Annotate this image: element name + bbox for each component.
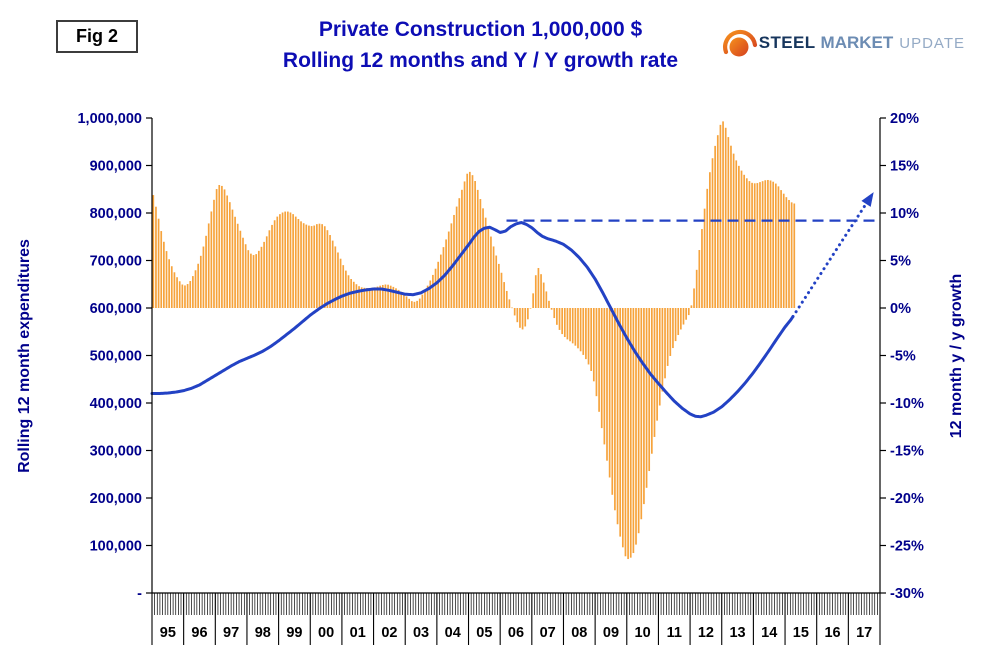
year-label: 96 [191,625,207,641]
left-tick-label: 500,000 [90,349,142,365]
right-tick-label: -10% [890,396,924,412]
left-tick-label: 700,000 [90,254,142,270]
left-tick-label: 900,000 [90,159,142,175]
right-tick-label: 20% [890,111,919,127]
growth-bars [152,121,796,560]
smu-swoosh-icon [722,29,757,57]
year-label: 05 [476,625,492,641]
projection-arrow-head [861,192,874,207]
year-label: 00 [318,625,334,641]
year-label: 04 [445,625,461,641]
logo-steel-text: STEEL [758,33,816,52]
left-tick-label: 100,000 [90,539,142,555]
left-tick-label: 300,000 [90,444,142,460]
year-label: 98 [255,625,271,641]
year-label: 14 [761,625,777,641]
year-label: 02 [381,625,397,641]
year-label: 16 [824,625,840,641]
year-label: 03 [413,625,429,641]
x-axis: 95 96 97 98 99 00 01 02 03 04 05 06 07 08 09 10 11 12 13 14… [151,593,881,645]
left-tick-label: - [137,586,142,602]
year-label: 97 [223,625,239,641]
right-tick-label: 15% [890,159,919,175]
year-label: 06 [508,625,524,641]
right-tick-label: -20% [890,491,924,507]
year-label: 99 [286,625,302,641]
year-label: 17 [856,625,872,641]
left-tick-label: 1,000,000 [77,111,142,127]
smu-logo: STEEL MARKET UPDATE [722,22,965,64]
projection-arrow-line [791,199,870,319]
right-tick-label: -30% [890,586,924,602]
right-tick-label: -25% [890,539,924,555]
right-axis: -30% -25% -20% -15% -10% -5% 0% 5% 10% 15% 20% [880,111,924,602]
year-label: 01 [350,625,366,641]
left-tick-label: 600,000 [90,301,142,317]
year-label: 13 [729,625,745,641]
chart-title: Private Construction 1,000,000 $ Rolling… [190,14,771,76]
year-label: 95 [160,625,176,641]
figure-label: Fig 2 [56,20,139,53]
right-tick-label: 5% [890,254,911,270]
year-label: 11 [667,625,682,641]
logo-update-text: UPDATE [899,34,965,52]
year-label: 09 [603,625,619,641]
right-tick-label: -15% [890,444,924,460]
year-label: 15 [793,625,809,641]
left-tick-label: 200,000 [90,491,142,507]
year-label: 12 [698,625,714,641]
expenditures-line [150,221,795,419]
year-label: 07 [540,625,556,641]
chart-title-line2: Rolling 12 months and Y / Y growth rate [282,49,679,72]
left-axis: - 100,000 200,000 300,000 400,000 500,000 600,… [77,111,152,602]
right-tick-label: 10% [890,206,919,222]
right-tick-label: 0% [890,301,911,317]
left-tick-label: 400,000 [90,396,142,412]
left-tick-label: 800,000 [90,206,142,222]
right-tick-label: -5% [890,349,916,365]
year-label: 10 [635,625,651,641]
logo-market-text: MARKET [820,33,894,52]
year-label: 08 [571,625,587,641]
chart-title-line1: Private Construction 1,000,000 $ [318,18,643,41]
